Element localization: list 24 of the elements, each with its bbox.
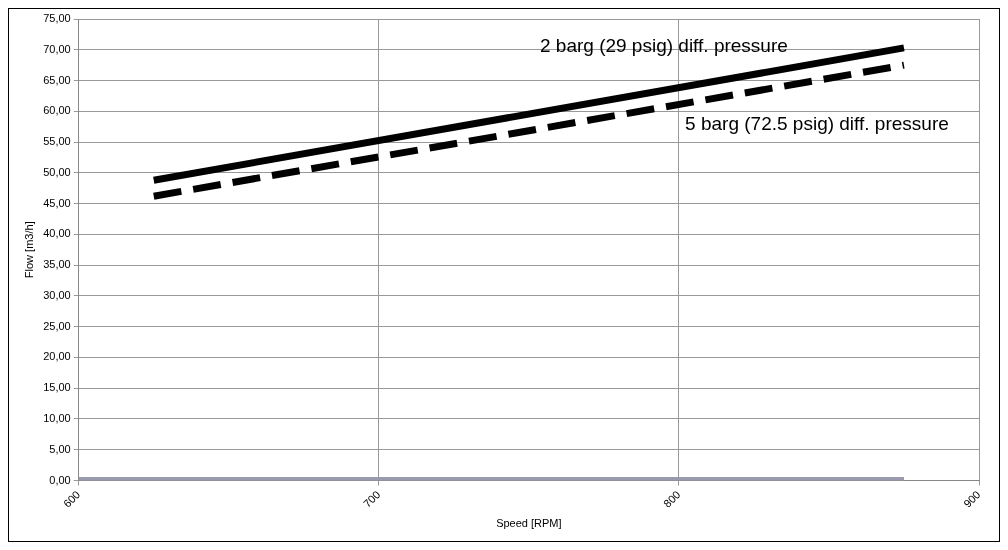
x-tick-label: 900 [961, 488, 983, 510]
y-tick-label: 25,00 [43, 319, 71, 332]
x-tick-label: 800 [661, 488, 683, 510]
y-tick-label: 20,00 [43, 350, 71, 363]
x-tick-label: 600 [60, 488, 83, 510]
y-tick-label: 70,00 [43, 42, 71, 55]
y-tick-label: 50,00 [43, 165, 71, 178]
y-tick-label: 30,00 [43, 288, 71, 301]
y-tick-label: 15,00 [43, 381, 71, 394]
y-tick-label: 5,00 [49, 442, 71, 455]
y-tick-label: 75,00 [43, 12, 71, 25]
y-tick-label: 10,00 [43, 411, 71, 424]
y-tick-label: 45,00 [43, 196, 71, 209]
y-tick-label: 40,00 [43, 227, 71, 240]
annotation: 2 barg (29 psig) diff. pressure [539, 34, 788, 56]
y-axis-title: Flow [m3/h] [22, 221, 35, 279]
y-tick-label: 55,00 [43, 135, 71, 148]
x-axis-title: Speed [RPM] [496, 517, 562, 530]
y-tick-label: 60,00 [43, 104, 71, 117]
x-tick-label: 700 [360, 488, 383, 510]
annotation: 5 barg (72.5 psig) diff. pressure [685, 113, 949, 135]
y-tick-label: 35,00 [43, 258, 71, 271]
y-tick-label: 0,00 [49, 473, 71, 486]
y-tick-label: 65,00 [43, 73, 71, 86]
